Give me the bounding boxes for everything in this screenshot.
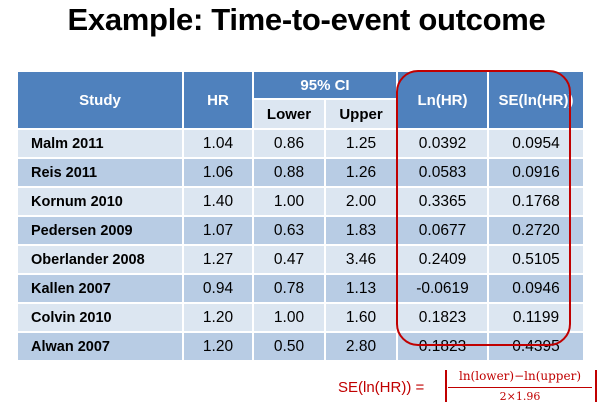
cell-ln-hr: 0.1823 — [397, 303, 489, 332]
cell-lower: 0.78 — [253, 274, 325, 303]
cell-hr: 0.94 — [183, 274, 253, 303]
cell-hr: 1.06 — [183, 158, 253, 187]
header-study: Study — [17, 71, 183, 129]
cell-lower: 0.88 — [253, 158, 325, 187]
cell-lower: 1.00 — [253, 187, 325, 216]
cell-ln-hr: 0.1823 — [397, 332, 489, 361]
header-hr: HR — [183, 71, 253, 129]
cell-ln-hr: 0.3365 — [397, 187, 489, 216]
cell-se: 0.1199 — [488, 303, 585, 332]
cell-study: Oberlander 2008 — [17, 245, 183, 274]
cell-upper: 1.26 — [325, 158, 398, 187]
table-row: Malm 2011 1.04 0.86 1.25 0.0392 0.0954 — [17, 129, 585, 158]
cell-ln-hr: 0.2409 — [397, 245, 489, 274]
se-formula: SE(ln(HR)) = ln(lower)−ln(upper) 2×1.96 — [338, 368, 610, 412]
cell-se: 0.4395 — [488, 332, 585, 361]
table-row: Reis 2011 1.06 0.88 1.26 0.0583 0.0916 — [17, 158, 585, 187]
cell-lower: 1.00 — [253, 303, 325, 332]
cell-lower: 0.47 — [253, 245, 325, 274]
cell-lower: 0.50 — [253, 332, 325, 361]
table-row: Pedersen 2009 1.07 0.63 1.83 0.0677 0.27… — [17, 216, 585, 245]
cell-se: 0.5105 — [488, 245, 585, 274]
cell-hr: 1.20 — [183, 303, 253, 332]
fraction-line — [448, 387, 592, 388]
cell-upper: 1.25 — [325, 129, 398, 158]
cell-study: Malm 2011 — [17, 129, 183, 158]
cell-se: 0.1768 — [488, 187, 585, 216]
cell-upper: 2.00 — [325, 187, 398, 216]
abs-bar-left — [445, 370, 447, 402]
table-row: Kornum 2010 1.40 1.00 2.00 0.3365 0.1768 — [17, 187, 585, 216]
header-lower: Lower — [253, 99, 325, 129]
cell-lower: 0.86 — [253, 129, 325, 158]
cell-hr: 1.40 — [183, 187, 253, 216]
formula-numerator: ln(lower)−ln(upper) — [458, 369, 581, 383]
cell-ln-hr: 0.0677 — [397, 216, 489, 245]
cell-study: Colvin 2010 — [17, 303, 183, 332]
cell-study: Kallen 2007 — [17, 274, 183, 303]
cell-se: 0.0946 — [488, 274, 585, 303]
cell-study: Kornum 2010 — [17, 187, 183, 216]
cell-se: 0.0916 — [488, 158, 585, 187]
cell-upper: 2.80 — [325, 332, 398, 361]
cell-study: Alwan 2007 — [17, 332, 183, 361]
table-row: Alwan 2007 1.20 0.50 2.80 0.1823 0.4395 — [17, 332, 585, 361]
header-ln-hr: Ln(HR) — [397, 71, 489, 129]
header-upper: Upper — [325, 99, 398, 129]
cell-se: 0.0954 — [488, 129, 585, 158]
cell-upper: 1.60 — [325, 303, 398, 332]
cell-ln-hr: 0.0392 — [397, 129, 489, 158]
cell-study: Reis 2011 — [17, 158, 183, 187]
cell-hr: 1.20 — [183, 332, 253, 361]
cell-hr: 1.04 — [183, 129, 253, 158]
cell-hr: 1.07 — [183, 216, 253, 245]
cell-upper: 1.83 — [325, 216, 398, 245]
table-row: Oberlander 2008 1.27 0.47 3.46 0.2409 0.… — [17, 245, 585, 274]
cell-hr: 1.27 — [183, 245, 253, 274]
formula-denominator: 2×1.96 — [499, 390, 541, 403]
formula-lhs: SE(ln(HR)) = — [338, 379, 425, 396]
results-table: Study HR 95% CI Ln(HR) SE(ln(HR)) Lower … — [17, 71, 585, 361]
cell-ln-hr: -0.0619 — [397, 274, 489, 303]
cell-lower: 0.63 — [253, 216, 325, 245]
slide-title: Example: Time-to-event outcome — [67, 2, 546, 37]
table-row: Kallen 2007 0.94 0.78 1.13 -0.0619 0.094… — [17, 274, 585, 303]
header-se-ln-hr: SE(ln(HR)) — [488, 71, 585, 129]
table-row: Colvin 2010 1.20 1.00 1.60 0.1823 0.1199 — [17, 303, 585, 332]
cell-se: 0.2720 — [488, 216, 585, 245]
abs-bar-right — [595, 370, 597, 402]
cell-study: Pedersen 2009 — [17, 216, 183, 245]
cell-upper: 3.46 — [325, 245, 398, 274]
cell-ln-hr: 0.0583 — [397, 158, 489, 187]
header-ci: 95% CI — [253, 71, 398, 99]
cell-upper: 1.13 — [325, 274, 398, 303]
